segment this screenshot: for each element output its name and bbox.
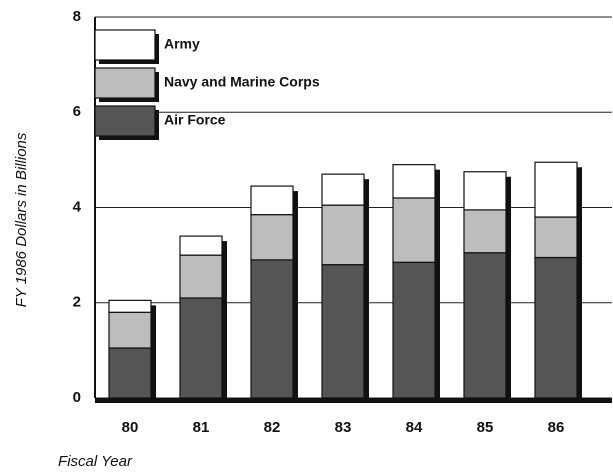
x-tick-label: 84 [406,419,423,436]
bar-segment [534,161,578,218]
x-tick-label: 85 [477,419,494,436]
bar-segment [392,164,436,199]
x-axis-label: Fiscal Year [58,453,133,470]
bar-segment [250,259,294,399]
bar-segment [108,347,152,399]
y-tick-label: 4 [73,198,82,215]
bar-segment [179,254,223,299]
bar-segment [321,204,365,266]
bar-segment [392,261,436,399]
y-tick-label: 8 [73,8,81,25]
y-tick-label: 0 [73,389,81,406]
bar-segment [463,209,507,254]
legend-swatch [94,105,156,137]
bar-segment [250,185,294,216]
y-tick-label: 2 [73,294,81,311]
legend-label: Air Force [164,112,226,128]
bar-segment [463,252,507,399]
bar-segment [108,311,152,349]
y-axis-label: FY 1986 Dollars in Billions [13,132,30,307]
bar-segment [321,264,365,399]
bar-segment [179,297,223,399]
bar-segment [534,216,578,259]
x-axis [95,398,612,403]
bar-segment [108,299,152,313]
bar-segment [463,171,507,211]
bar-segment [321,173,365,206]
bar-segment [250,214,294,261]
x-tick-label: 86 [548,419,565,436]
bar-segment [179,235,223,256]
x-tick-label: 81 [193,419,210,436]
legend-label: Navy and Marine Corps [164,74,320,90]
legend-label: Army [164,36,200,52]
bar-segment [392,197,436,263]
legend-swatch [94,67,156,99]
x-tick-label: 82 [264,419,281,436]
bar-segment [534,256,578,399]
x-tick-label: 83 [335,419,352,436]
x-tick-label: 80 [122,419,139,436]
legend-swatch [94,29,156,61]
y-tick-label: 6 [73,103,81,120]
